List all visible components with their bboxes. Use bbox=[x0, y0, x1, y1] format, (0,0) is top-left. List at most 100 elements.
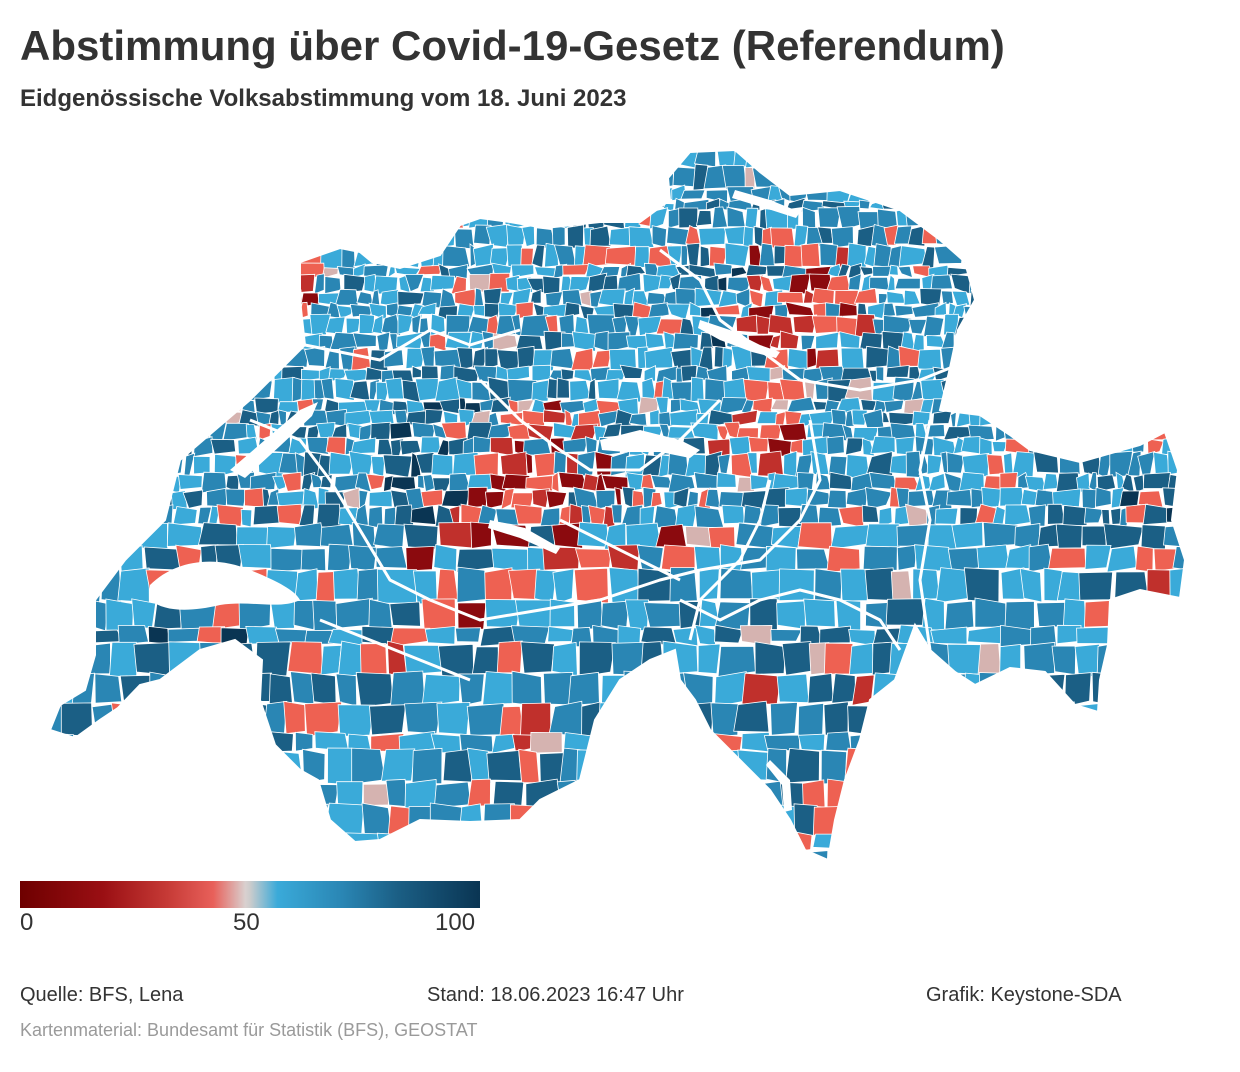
municipality-region bbox=[484, 348, 499, 370]
municipality-region bbox=[355, 672, 394, 708]
municipality-region bbox=[1029, 409, 1048, 426]
municipality-region bbox=[781, 139, 794, 149]
municipality-region bbox=[396, 200, 419, 212]
municipality-region bbox=[102, 150, 121, 169]
municipality-region bbox=[787, 348, 811, 371]
municipality-region bbox=[1091, 289, 1108, 303]
municipality-region bbox=[131, 598, 157, 630]
municipality-region bbox=[183, 452, 196, 479]
municipality-region bbox=[966, 380, 983, 404]
municipality-region bbox=[1166, 304, 1185, 320]
municipality-region bbox=[984, 184, 1007, 202]
municipality-region bbox=[511, 670, 543, 707]
municipality-region bbox=[125, 245, 147, 268]
municipality-region bbox=[573, 369, 594, 383]
municipality-region bbox=[56, 524, 95, 548]
municipality-region bbox=[624, 209, 642, 228]
municipality-region bbox=[61, 548, 96, 573]
municipality-region bbox=[50, 438, 66, 454]
municipality-region bbox=[655, 523, 687, 549]
municipality-region bbox=[520, 641, 555, 674]
municipality-region bbox=[309, 313, 331, 336]
municipality-region bbox=[1053, 189, 1070, 204]
municipality-region bbox=[220, 185, 231, 203]
municipality-region bbox=[343, 273, 367, 294]
municipality-region bbox=[1039, 266, 1070, 279]
municipality-region bbox=[76, 150, 100, 166]
municipality-region bbox=[642, 150, 669, 168]
municipality-region bbox=[748, 436, 769, 453]
municipality-region bbox=[107, 288, 125, 307]
municipality-region bbox=[320, 377, 335, 400]
municipality-region bbox=[50, 625, 70, 648]
municipality-region bbox=[131, 749, 158, 782]
municipality-region bbox=[144, 732, 175, 755]
municipality-region bbox=[276, 503, 302, 526]
municipality-region bbox=[1091, 162, 1119, 192]
municipality-region bbox=[436, 568, 459, 601]
municipality-region bbox=[1183, 223, 1185, 249]
municipality-region bbox=[550, 348, 575, 370]
municipality-region bbox=[50, 399, 59, 411]
municipality-region bbox=[1070, 197, 1079, 212]
municipality-region bbox=[666, 303, 691, 321]
municipality-region bbox=[539, 507, 561, 527]
municipality-region bbox=[1102, 197, 1115, 210]
municipality-region bbox=[486, 165, 509, 189]
municipality-region bbox=[518, 748, 540, 784]
municipality-region bbox=[404, 273, 425, 293]
municipality-region bbox=[809, 138, 829, 149]
municipality-region bbox=[166, 522, 203, 547]
municipality-region bbox=[394, 185, 416, 205]
municipality-region bbox=[368, 598, 393, 630]
municipality-region bbox=[719, 567, 754, 600]
municipality-region bbox=[646, 188, 664, 199]
municipality-region bbox=[985, 304, 1008, 318]
municipality-region bbox=[250, 139, 271, 148]
municipality-region bbox=[243, 314, 269, 338]
municipality-region bbox=[183, 378, 202, 404]
municipality-region bbox=[717, 645, 756, 678]
municipality-region bbox=[256, 209, 277, 229]
municipality-region bbox=[350, 437, 377, 455]
municipality-region bbox=[358, 206, 383, 230]
municipality-region bbox=[50, 290, 70, 309]
municipality-region bbox=[383, 165, 415, 191]
municipality-region bbox=[118, 185, 132, 201]
municipality-region bbox=[233, 330, 249, 352]
municipality-region bbox=[556, 779, 578, 809]
municipality-region bbox=[1064, 244, 1084, 269]
municipality-region bbox=[344, 150, 360, 167]
municipality-region bbox=[560, 142, 576, 146]
municipality-region bbox=[210, 150, 227, 169]
municipality-region bbox=[1139, 867, 1164, 888]
municipality-region bbox=[517, 399, 535, 414]
municipality-region bbox=[1081, 246, 1111, 268]
municipality-region bbox=[793, 224, 809, 249]
municipality-region bbox=[956, 345, 971, 371]
municipality-region bbox=[858, 199, 871, 210]
municipality-region bbox=[193, 455, 211, 475]
municipality-region bbox=[1113, 834, 1138, 851]
municipality-region bbox=[354, 227, 375, 247]
municipality-region bbox=[304, 701, 343, 738]
municipality-region bbox=[86, 345, 117, 370]
municipality-region bbox=[950, 273, 975, 295]
municipality-region bbox=[605, 150, 630, 169]
municipality-region bbox=[100, 379, 130, 403]
municipality-region bbox=[1129, 331, 1147, 352]
municipality-region bbox=[827, 489, 847, 509]
municipality-region bbox=[982, 366, 1001, 381]
municipality-region bbox=[608, 567, 641, 605]
municipality-region bbox=[1132, 474, 1145, 493]
municipality-region bbox=[694, 505, 725, 529]
municipality-region bbox=[502, 162, 531, 190]
municipality-region bbox=[1016, 399, 1036, 412]
municipality-region bbox=[397, 223, 420, 246]
municipality-region bbox=[183, 150, 210, 170]
municipality-region bbox=[985, 150, 1016, 170]
municipality-region bbox=[414, 378, 439, 402]
municipality-region bbox=[777, 167, 803, 192]
municipality-region bbox=[403, 523, 439, 550]
